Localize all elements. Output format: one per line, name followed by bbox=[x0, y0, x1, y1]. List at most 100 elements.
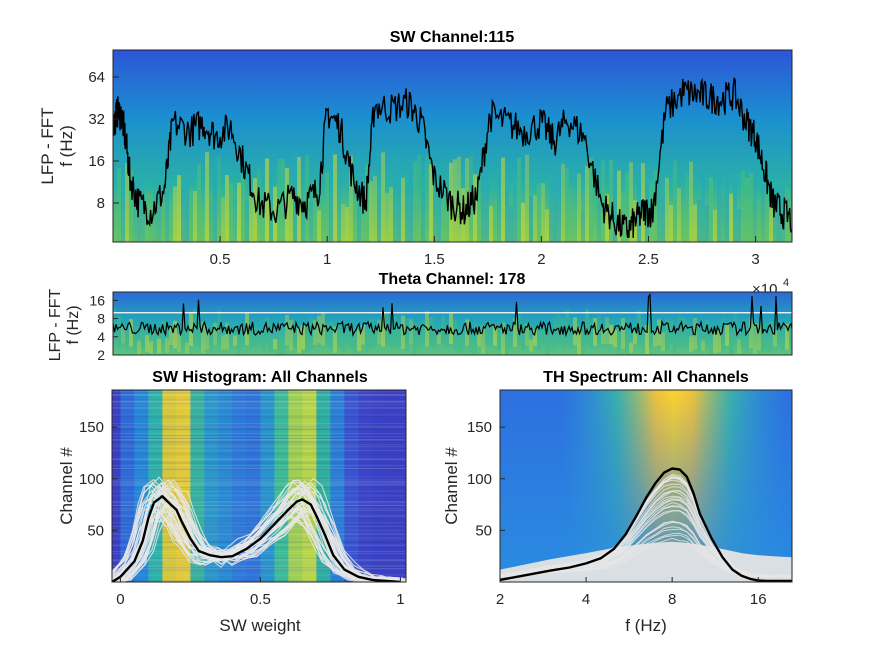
sw-spectrogram-band bbox=[189, 188, 193, 242]
sw-spectrogram-band bbox=[537, 183, 541, 242]
theta-spectrogram-band bbox=[353, 333, 357, 354]
sw-spectrogram-band bbox=[181, 184, 185, 242]
sw-spectrogram-band bbox=[689, 161, 693, 242]
sw-x-tick-label: 1 bbox=[323, 251, 331, 268]
sw-spectrogram-band bbox=[601, 160, 605, 242]
theta-spectrogram-band bbox=[433, 336, 437, 348]
theta-spectrogram-band bbox=[301, 324, 305, 350]
sw-spectrogram-band bbox=[781, 184, 785, 242]
theta-spectrogram-band bbox=[373, 326, 377, 347]
theta-spectrogram-band bbox=[445, 334, 449, 348]
theta-spectrogram-band bbox=[461, 338, 465, 352]
sw-spectrogram-band bbox=[421, 191, 425, 242]
theta-spectrogram-band bbox=[389, 325, 393, 348]
th-spectrum-channel-curve bbox=[500, 479, 792, 578]
sw-spectrogram-band bbox=[317, 210, 321, 242]
theta-spectrogram-band bbox=[185, 342, 189, 354]
sw-spectrogram-band bbox=[697, 200, 701, 242]
theta-spectrogram-band bbox=[205, 330, 209, 349]
sw-spectrogram-band bbox=[301, 203, 305, 242]
theta-spectrogram-band bbox=[641, 331, 645, 351]
sw-spectrogram-band bbox=[357, 152, 361, 242]
theta-spectrogram-band bbox=[597, 315, 601, 344]
theta-spectrogram-band bbox=[713, 331, 717, 354]
sw-spectrogram-band bbox=[373, 175, 377, 242]
theta-spectrogram-band bbox=[365, 340, 369, 353]
theta-spectrogram-band bbox=[117, 315, 121, 350]
sw-spectrogram-band bbox=[501, 157, 505, 242]
sw-histogram-y-axis: 50 100 150 bbox=[79, 419, 117, 539]
theta-spectrogram-band bbox=[709, 338, 713, 355]
sw-spectrogram-band bbox=[313, 181, 317, 242]
theta-spectrogram-band bbox=[545, 333, 549, 355]
theta-spectrogram-band bbox=[261, 333, 265, 352]
theta-spectrogram-band bbox=[765, 337, 769, 354]
sw-spectrogram-band bbox=[741, 171, 745, 242]
sw-spectrogram-band bbox=[309, 202, 313, 242]
theta-spectrogram-band bbox=[569, 337, 573, 348]
sw-spectrogram-band bbox=[565, 168, 569, 242]
sw-x-tick-label: 0.5 bbox=[210, 251, 231, 268]
theta-spectrogram-band bbox=[577, 328, 581, 355]
theta-spectrogram-band bbox=[565, 309, 569, 345]
sw-spectrogram-band bbox=[753, 155, 757, 242]
theta-spectrogram-band bbox=[705, 320, 709, 346]
theta-spectrogram-band bbox=[457, 342, 461, 354]
theta-axes-frame bbox=[112, 291, 793, 356]
sw-spectrogram-band bbox=[353, 199, 357, 242]
sw-spectrogram-band bbox=[673, 159, 677, 242]
sw-spectrogram-band bbox=[113, 211, 117, 242]
sw-spectrogram-bands bbox=[113, 152, 792, 242]
sw-y-axis: 8 16 32 64 bbox=[88, 69, 119, 212]
sw-spectrogram-band bbox=[713, 209, 717, 242]
theta-spectrogram-band bbox=[181, 322, 185, 348]
sw-spectrogram-band bbox=[201, 207, 205, 242]
sw-y-tick-label: 32 bbox=[88, 111, 105, 128]
sw-spectrogram-band bbox=[341, 203, 345, 242]
theta-spectrogram-band bbox=[681, 317, 685, 348]
sw-spectrogram-band bbox=[545, 209, 549, 242]
theta-spectrogram-band bbox=[361, 325, 365, 345]
sw-spectrogram-band bbox=[553, 169, 557, 242]
sw-spectrogram-band bbox=[617, 170, 621, 242]
sw-spectrogram-band bbox=[117, 168, 121, 242]
sw-spectrogram-band bbox=[229, 182, 233, 242]
sw-spectrogram-band bbox=[245, 200, 249, 242]
theta-spectrogram-band bbox=[377, 319, 381, 345]
sw-histogram-column bbox=[218, 390, 233, 582]
theta-spectrogram-band bbox=[653, 331, 657, 347]
sw-histogram-column bbox=[358, 390, 373, 582]
theta-spectrogram-band bbox=[153, 328, 157, 353]
theta-spectrogram-band bbox=[617, 324, 621, 355]
sw-spectrogram-band bbox=[269, 160, 273, 242]
theta-spectrogram-band bbox=[113, 308, 117, 344]
th-spectrum-y-tick-label: 150 bbox=[467, 419, 492, 436]
sw-spectrogram-band bbox=[525, 154, 529, 242]
sw-spectrogram-band bbox=[165, 191, 169, 242]
theta-spectrogram-band bbox=[349, 325, 353, 348]
sw-histogram-column bbox=[386, 390, 401, 582]
sw-spectrogram-band bbox=[349, 155, 353, 242]
sw-spectrogram-band bbox=[221, 197, 225, 242]
sw-spectrogram-band bbox=[593, 199, 597, 242]
sw-spectrogram-band bbox=[577, 173, 581, 242]
sw-histogram-ylabel: Channel # bbox=[57, 447, 76, 525]
theta-spectrogram-band bbox=[173, 320, 177, 349]
theta-spectrogram-band bbox=[129, 319, 133, 347]
sw-spectrogram-band bbox=[629, 162, 633, 242]
sw-spectrogram-band bbox=[429, 164, 433, 242]
sw-spectrogram-band bbox=[185, 181, 189, 242]
sw-histogram-title: SW Histogram: All Channels bbox=[152, 369, 368, 386]
theta-spectrogram-band bbox=[541, 327, 545, 345]
sw-spectrogram-band bbox=[393, 156, 397, 242]
th-spectrum-axes-frame bbox=[499, 389, 793, 583]
sw-x-axis: 0.5 1 1.5 2 2.5 3 bbox=[210, 236, 760, 268]
sw-spectrogram-band bbox=[389, 187, 393, 242]
theta-spectrogram-band bbox=[753, 323, 757, 354]
sw-spectrogram-band bbox=[417, 154, 421, 242]
theta-spectrogram-band bbox=[257, 329, 261, 344]
sw-ylabel-line2: f (Hz) bbox=[57, 125, 76, 167]
theta-spectrogram-band bbox=[333, 326, 337, 353]
sw-spectrogram-band bbox=[669, 204, 673, 242]
